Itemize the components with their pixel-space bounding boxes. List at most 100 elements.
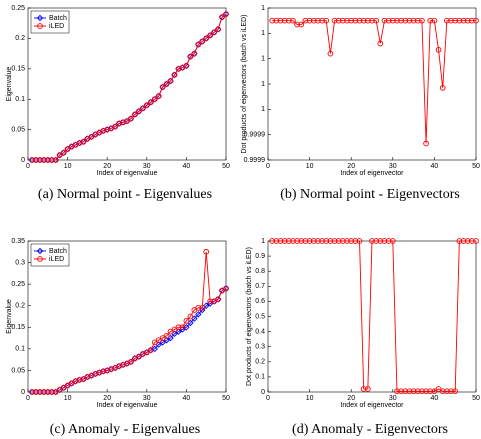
marker xyxy=(203,35,210,42)
x-tick-label: 40 xyxy=(431,163,439,170)
marker xyxy=(364,386,371,392)
marker xyxy=(410,17,417,24)
x-tick-label: 30 xyxy=(389,163,397,170)
marker xyxy=(335,238,342,244)
x-tick-label: 30 xyxy=(143,163,151,170)
marker xyxy=(377,40,384,47)
y-tick-label: 0.1 xyxy=(15,346,25,353)
marker xyxy=(40,389,47,395)
marker xyxy=(460,238,467,244)
y-tick-label: 1 xyxy=(261,106,265,113)
marker xyxy=(298,238,305,244)
y-tick-label: 0.5 xyxy=(255,313,265,320)
marker xyxy=(273,17,280,24)
marker xyxy=(128,115,134,122)
marker xyxy=(381,238,388,244)
marker xyxy=(315,238,321,244)
marker xyxy=(348,17,355,24)
marker xyxy=(348,238,355,244)
y-tick-label: 0.35 xyxy=(11,238,25,245)
marker xyxy=(319,17,325,24)
marker xyxy=(96,369,103,376)
marker xyxy=(211,29,217,36)
x-tick-label: 50 xyxy=(222,163,230,170)
y-tick-label: 0.9 xyxy=(255,253,265,260)
caption: (b) Normal point - Eigenvectors xyxy=(280,187,460,202)
marker xyxy=(323,238,330,244)
marker xyxy=(207,32,214,39)
marker xyxy=(175,65,182,72)
marker xyxy=(33,389,39,395)
y-tick-label: 0.25 xyxy=(11,281,25,288)
legend-marker xyxy=(37,256,43,262)
marker xyxy=(187,53,194,60)
legend-label: iLED xyxy=(49,23,64,30)
marker xyxy=(364,17,371,24)
marker xyxy=(44,157,51,163)
marker xyxy=(419,17,425,24)
marker xyxy=(302,17,309,24)
marker xyxy=(223,285,229,292)
marker xyxy=(269,17,276,24)
marker xyxy=(439,84,446,91)
marker xyxy=(147,347,154,354)
marker xyxy=(369,17,375,24)
marker xyxy=(191,50,198,57)
y-axis-label: Eigenvalue xyxy=(6,67,13,102)
y-tick-label: 0.1 xyxy=(255,374,265,381)
x-tick-label: 20 xyxy=(103,163,111,170)
marker xyxy=(402,388,409,395)
marker xyxy=(207,298,214,305)
y-tick-label: 1 xyxy=(261,238,265,245)
marker xyxy=(195,41,202,48)
caption: (c) Anomaly - Eigenvalues xyxy=(50,422,200,437)
marker xyxy=(419,388,425,395)
marker xyxy=(290,17,296,24)
marker xyxy=(444,17,450,24)
marker xyxy=(331,238,338,244)
marker xyxy=(37,389,43,395)
marker xyxy=(369,238,375,244)
y-tick-label: 0.8 xyxy=(255,268,265,275)
marker xyxy=(136,353,142,360)
marker xyxy=(394,17,400,24)
marker xyxy=(29,389,35,395)
marker xyxy=(203,248,210,255)
marker xyxy=(319,238,325,244)
marker xyxy=(335,17,342,24)
x-tick-label: 40 xyxy=(183,163,191,170)
x-axis-label: Index of eigenvector xyxy=(340,402,404,409)
y-tick-label: 0 xyxy=(261,389,265,396)
marker xyxy=(285,238,292,244)
marker xyxy=(100,127,107,134)
marker xyxy=(48,157,55,163)
marker xyxy=(323,17,330,24)
marker xyxy=(195,305,202,311)
marker xyxy=(423,140,429,147)
y-tick-label: 0.2 xyxy=(255,359,265,366)
plot-area xyxy=(27,7,227,161)
marker xyxy=(452,388,459,395)
x-tick-label: 40 xyxy=(431,395,439,402)
marker xyxy=(285,17,292,24)
x-tick-label: 0 xyxy=(266,163,270,170)
marker xyxy=(448,17,454,24)
marker xyxy=(473,17,479,24)
marker xyxy=(456,17,463,24)
marker xyxy=(56,152,63,158)
marker xyxy=(183,317,190,324)
y-tick-label: 1 xyxy=(261,81,265,88)
y-axis-label: Eigenvalue xyxy=(6,299,13,334)
y-tick-label: 0.6 xyxy=(255,298,265,305)
marker xyxy=(385,238,392,244)
marker xyxy=(88,134,95,140)
marker xyxy=(439,388,446,395)
marker xyxy=(277,238,284,244)
marker xyxy=(151,345,158,353)
marker xyxy=(464,17,471,24)
caption: (a) Normal point - Eigenvalues xyxy=(38,187,212,202)
marker xyxy=(202,302,210,309)
y-tick-label: 0.9999 xyxy=(244,157,266,164)
plot-area xyxy=(267,240,477,393)
